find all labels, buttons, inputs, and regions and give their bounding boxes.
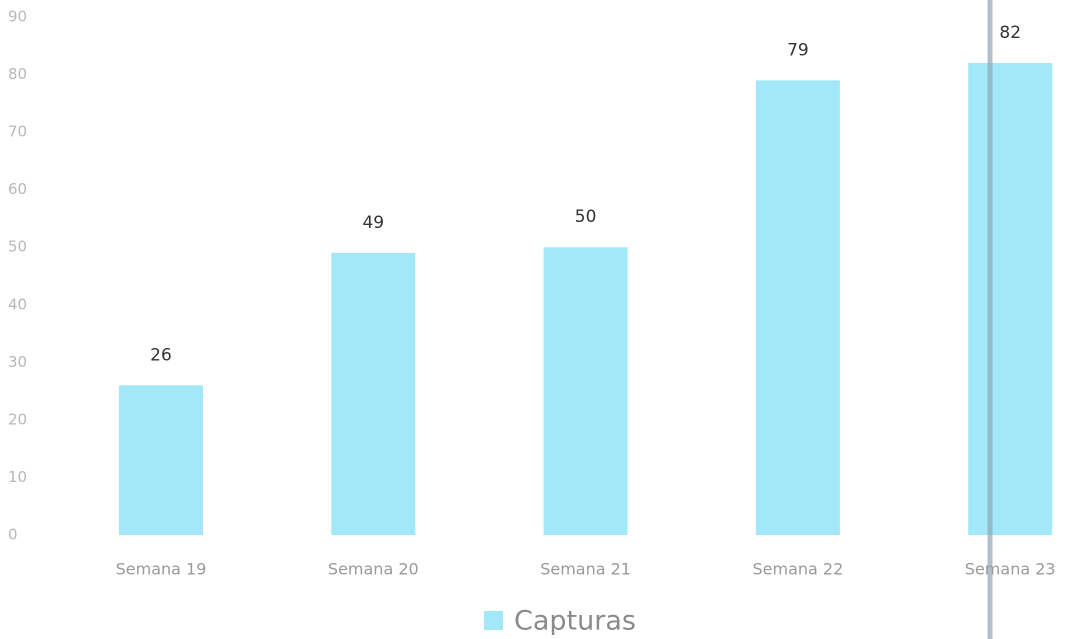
y-tick-label: 0 xyxy=(8,526,18,544)
y-tick-label: 50 xyxy=(8,238,27,256)
x-tick-label: Semana 22 xyxy=(753,560,844,579)
y-tick-label: 30 xyxy=(8,353,27,371)
x-tick-label: Semana 23 xyxy=(965,560,1056,579)
y-tick-label: 20 xyxy=(8,410,27,428)
data-label: 79 xyxy=(787,40,809,60)
bar xyxy=(755,80,840,536)
y-tick-label: 80 xyxy=(8,65,27,83)
y-tick-label: 90 xyxy=(8,8,27,26)
y-tick-label: 40 xyxy=(8,295,27,313)
y-tick-label: 60 xyxy=(8,180,27,198)
data-label: 50 xyxy=(575,207,597,227)
data-label: 82 xyxy=(999,23,1021,43)
x-tick-label: Semana 21 xyxy=(540,560,631,579)
x-tick-label: Semana 20 xyxy=(328,560,419,579)
bar xyxy=(968,63,1053,536)
bar xyxy=(543,247,628,535)
data-label: 49 xyxy=(362,213,384,233)
x-tick-label: Semana 19 xyxy=(116,560,207,579)
bar xyxy=(119,385,203,535)
data-label: 26 xyxy=(150,345,172,365)
legend-swatch xyxy=(484,611,503,630)
y-tick-label: 10 xyxy=(8,468,27,486)
y-tick-label: 70 xyxy=(8,123,27,141)
bar xyxy=(331,252,416,535)
legend-label: Capturas xyxy=(514,606,636,637)
